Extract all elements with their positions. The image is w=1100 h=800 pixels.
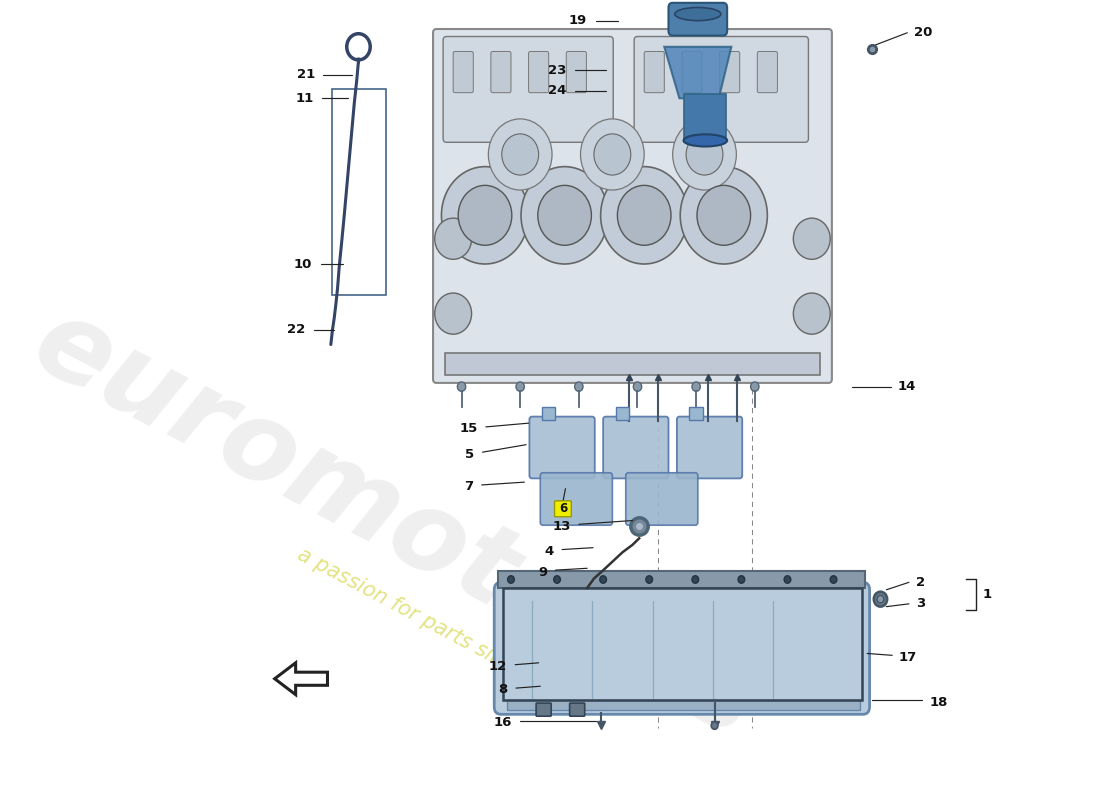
Circle shape xyxy=(434,293,472,334)
Text: 14: 14 xyxy=(898,380,915,393)
FancyBboxPatch shape xyxy=(682,51,702,93)
Text: 9: 9 xyxy=(538,566,547,578)
Text: 23: 23 xyxy=(548,64,566,77)
Text: 12: 12 xyxy=(488,660,507,673)
Text: 22: 22 xyxy=(287,323,306,336)
Text: 11: 11 xyxy=(296,92,315,105)
Text: 13: 13 xyxy=(552,520,571,533)
Text: 16: 16 xyxy=(494,716,512,730)
Text: 17: 17 xyxy=(899,650,917,664)
Circle shape xyxy=(581,119,645,190)
FancyBboxPatch shape xyxy=(570,703,585,716)
Text: 7: 7 xyxy=(464,480,473,494)
FancyBboxPatch shape xyxy=(757,51,778,93)
Circle shape xyxy=(673,119,736,190)
Text: a passion for parts since 1985: a passion for parts since 1985 xyxy=(295,545,582,710)
Circle shape xyxy=(507,576,515,583)
FancyBboxPatch shape xyxy=(491,51,512,93)
Circle shape xyxy=(617,186,671,246)
Circle shape xyxy=(600,576,606,583)
FancyBboxPatch shape xyxy=(536,703,551,716)
Bar xyxy=(504,588,862,700)
FancyBboxPatch shape xyxy=(529,417,595,478)
Circle shape xyxy=(686,134,723,175)
Bar xyxy=(332,89,386,295)
Text: 2: 2 xyxy=(915,576,925,589)
Text: euromotores: euromotores xyxy=(16,289,775,760)
Polygon shape xyxy=(664,47,732,98)
Circle shape xyxy=(830,576,837,583)
Bar xyxy=(507,700,860,710)
Circle shape xyxy=(738,576,745,583)
Text: 24: 24 xyxy=(548,84,566,98)
Text: 20: 20 xyxy=(914,26,933,39)
FancyBboxPatch shape xyxy=(603,417,669,478)
Circle shape xyxy=(692,382,701,391)
Ellipse shape xyxy=(674,7,720,21)
Circle shape xyxy=(502,134,539,175)
Text: 19: 19 xyxy=(569,14,587,27)
Ellipse shape xyxy=(683,134,727,146)
FancyBboxPatch shape xyxy=(645,51,664,93)
FancyBboxPatch shape xyxy=(443,37,613,142)
Text: 21: 21 xyxy=(297,68,315,82)
Circle shape xyxy=(458,382,465,391)
Text: 18: 18 xyxy=(930,696,947,709)
FancyBboxPatch shape xyxy=(676,417,742,478)
Bar xyxy=(498,571,866,588)
Circle shape xyxy=(692,576,698,583)
Circle shape xyxy=(697,186,750,246)
Text: 6: 6 xyxy=(559,502,566,515)
Circle shape xyxy=(459,186,512,246)
FancyBboxPatch shape xyxy=(433,29,832,383)
FancyBboxPatch shape xyxy=(719,51,739,93)
Text: 3: 3 xyxy=(915,598,925,610)
Bar xyxy=(542,407,556,420)
FancyBboxPatch shape xyxy=(494,582,870,714)
Circle shape xyxy=(441,166,529,264)
Circle shape xyxy=(680,166,768,264)
Text: 8: 8 xyxy=(498,683,507,697)
Circle shape xyxy=(594,134,630,175)
FancyBboxPatch shape xyxy=(540,473,613,526)
FancyBboxPatch shape xyxy=(626,473,697,526)
Text: 4: 4 xyxy=(544,545,553,558)
FancyBboxPatch shape xyxy=(566,51,586,93)
Circle shape xyxy=(646,576,652,583)
Bar xyxy=(690,407,703,420)
Circle shape xyxy=(877,595,883,603)
Bar xyxy=(444,353,821,375)
Bar xyxy=(616,407,629,420)
Text: 5: 5 xyxy=(465,447,474,461)
Circle shape xyxy=(784,576,791,583)
Text: 15: 15 xyxy=(459,422,477,435)
Circle shape xyxy=(793,218,830,259)
Circle shape xyxy=(873,592,888,606)
Circle shape xyxy=(434,218,472,259)
Circle shape xyxy=(750,382,759,391)
Circle shape xyxy=(553,576,560,583)
Circle shape xyxy=(601,166,688,264)
FancyBboxPatch shape xyxy=(529,51,549,93)
FancyBboxPatch shape xyxy=(453,51,473,93)
Text: 10: 10 xyxy=(294,258,312,270)
FancyBboxPatch shape xyxy=(554,501,571,517)
Circle shape xyxy=(634,382,641,391)
Text: 1: 1 xyxy=(982,588,992,601)
FancyBboxPatch shape xyxy=(634,37,808,142)
Circle shape xyxy=(712,722,718,730)
Circle shape xyxy=(521,166,608,264)
Circle shape xyxy=(488,119,552,190)
Circle shape xyxy=(793,293,830,334)
Bar xyxy=(684,94,726,142)
FancyBboxPatch shape xyxy=(669,3,727,35)
Circle shape xyxy=(538,186,592,246)
Circle shape xyxy=(574,382,583,391)
Circle shape xyxy=(516,382,525,391)
